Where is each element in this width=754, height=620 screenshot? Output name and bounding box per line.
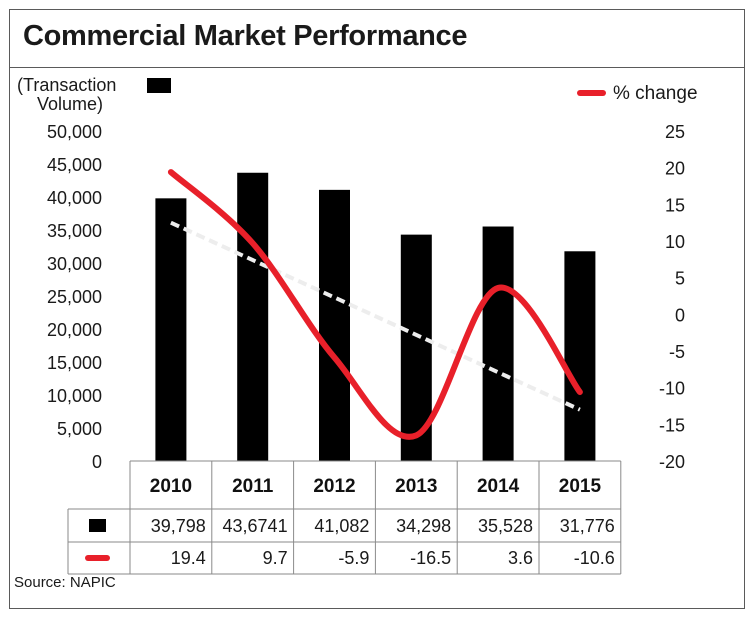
left-tick-label: 50,000 <box>47 122 102 142</box>
right-tick-label: 10 <box>665 232 685 252</box>
bar <box>482 226 514 461</box>
right-tick-label: 20 <box>665 159 685 179</box>
left-axis-label: (Transaction <box>17 75 116 95</box>
right-tick-label: -15 <box>659 415 685 435</box>
legend-line-label: % change <box>613 83 698 104</box>
data-label: 35,528 <box>478 516 533 536</box>
left-tick-label: 20,000 <box>47 320 102 340</box>
left-tick-label: 30,000 <box>47 254 102 274</box>
left-tick-label: 15,000 <box>47 353 102 373</box>
bar <box>319 189 350 461</box>
bar <box>564 251 596 461</box>
data-label: 9.7 <box>263 548 288 568</box>
data-label: -16.5 <box>410 548 451 568</box>
source-note: Source: NAPIC <box>14 574 116 591</box>
data-label: 39,798 <box>151 516 206 536</box>
legend-bar-swatch <box>147 78 171 93</box>
data-label: 31,776 <box>560 516 615 536</box>
data-label: 3.6 <box>508 548 533 568</box>
data-label: -10.6 <box>574 548 615 568</box>
percent-change-line <box>167 169 583 440</box>
row-bar-swatch <box>89 519 106 532</box>
bar <box>155 198 187 462</box>
left-tick-label: 45,000 <box>47 155 102 175</box>
bar <box>237 172 269 462</box>
x-tick-label: 2014 <box>477 476 520 497</box>
data-label: 41,082 <box>314 516 369 536</box>
x-tick-label: 2012 <box>313 476 355 497</box>
x-tick-label: 2010 <box>150 476 192 497</box>
data-label: 43,6741 <box>223 516 288 536</box>
left-tick-label: 40,000 <box>47 188 102 208</box>
left-axis-label: Volume) <box>37 94 103 114</box>
right-tick-label: 15 <box>665 195 685 215</box>
x-tick-label: 2013 <box>395 476 437 497</box>
trendline <box>170 220 581 412</box>
x-tick-label: 2011 <box>232 476 274 497</box>
chart-title: Commercial Market Performance <box>23 20 468 52</box>
data-label: 34,298 <box>396 516 451 536</box>
right-tick-label: -20 <box>659 452 685 472</box>
x-tick-label: 2015 <box>559 476 602 497</box>
right-tick-label: 5 <box>675 269 685 289</box>
data-label: -5.9 <box>338 548 369 568</box>
left-tick-label: 0 <box>92 452 102 472</box>
right-tick-label: 25 <box>665 122 685 142</box>
left-tick-label: 5,000 <box>57 419 102 439</box>
left-tick-label: 10,000 <box>47 386 102 406</box>
left-tick-label: 35,000 <box>47 221 102 241</box>
title-bar: Commercial Market Performance <box>10 10 744 68</box>
right-tick-label: 0 <box>675 305 685 325</box>
left-tick-label: 25,000 <box>47 287 102 307</box>
data-label: 19.4 <box>171 548 206 568</box>
right-tick-label: -5 <box>669 342 685 362</box>
right-tick-label: -10 <box>659 379 685 399</box>
